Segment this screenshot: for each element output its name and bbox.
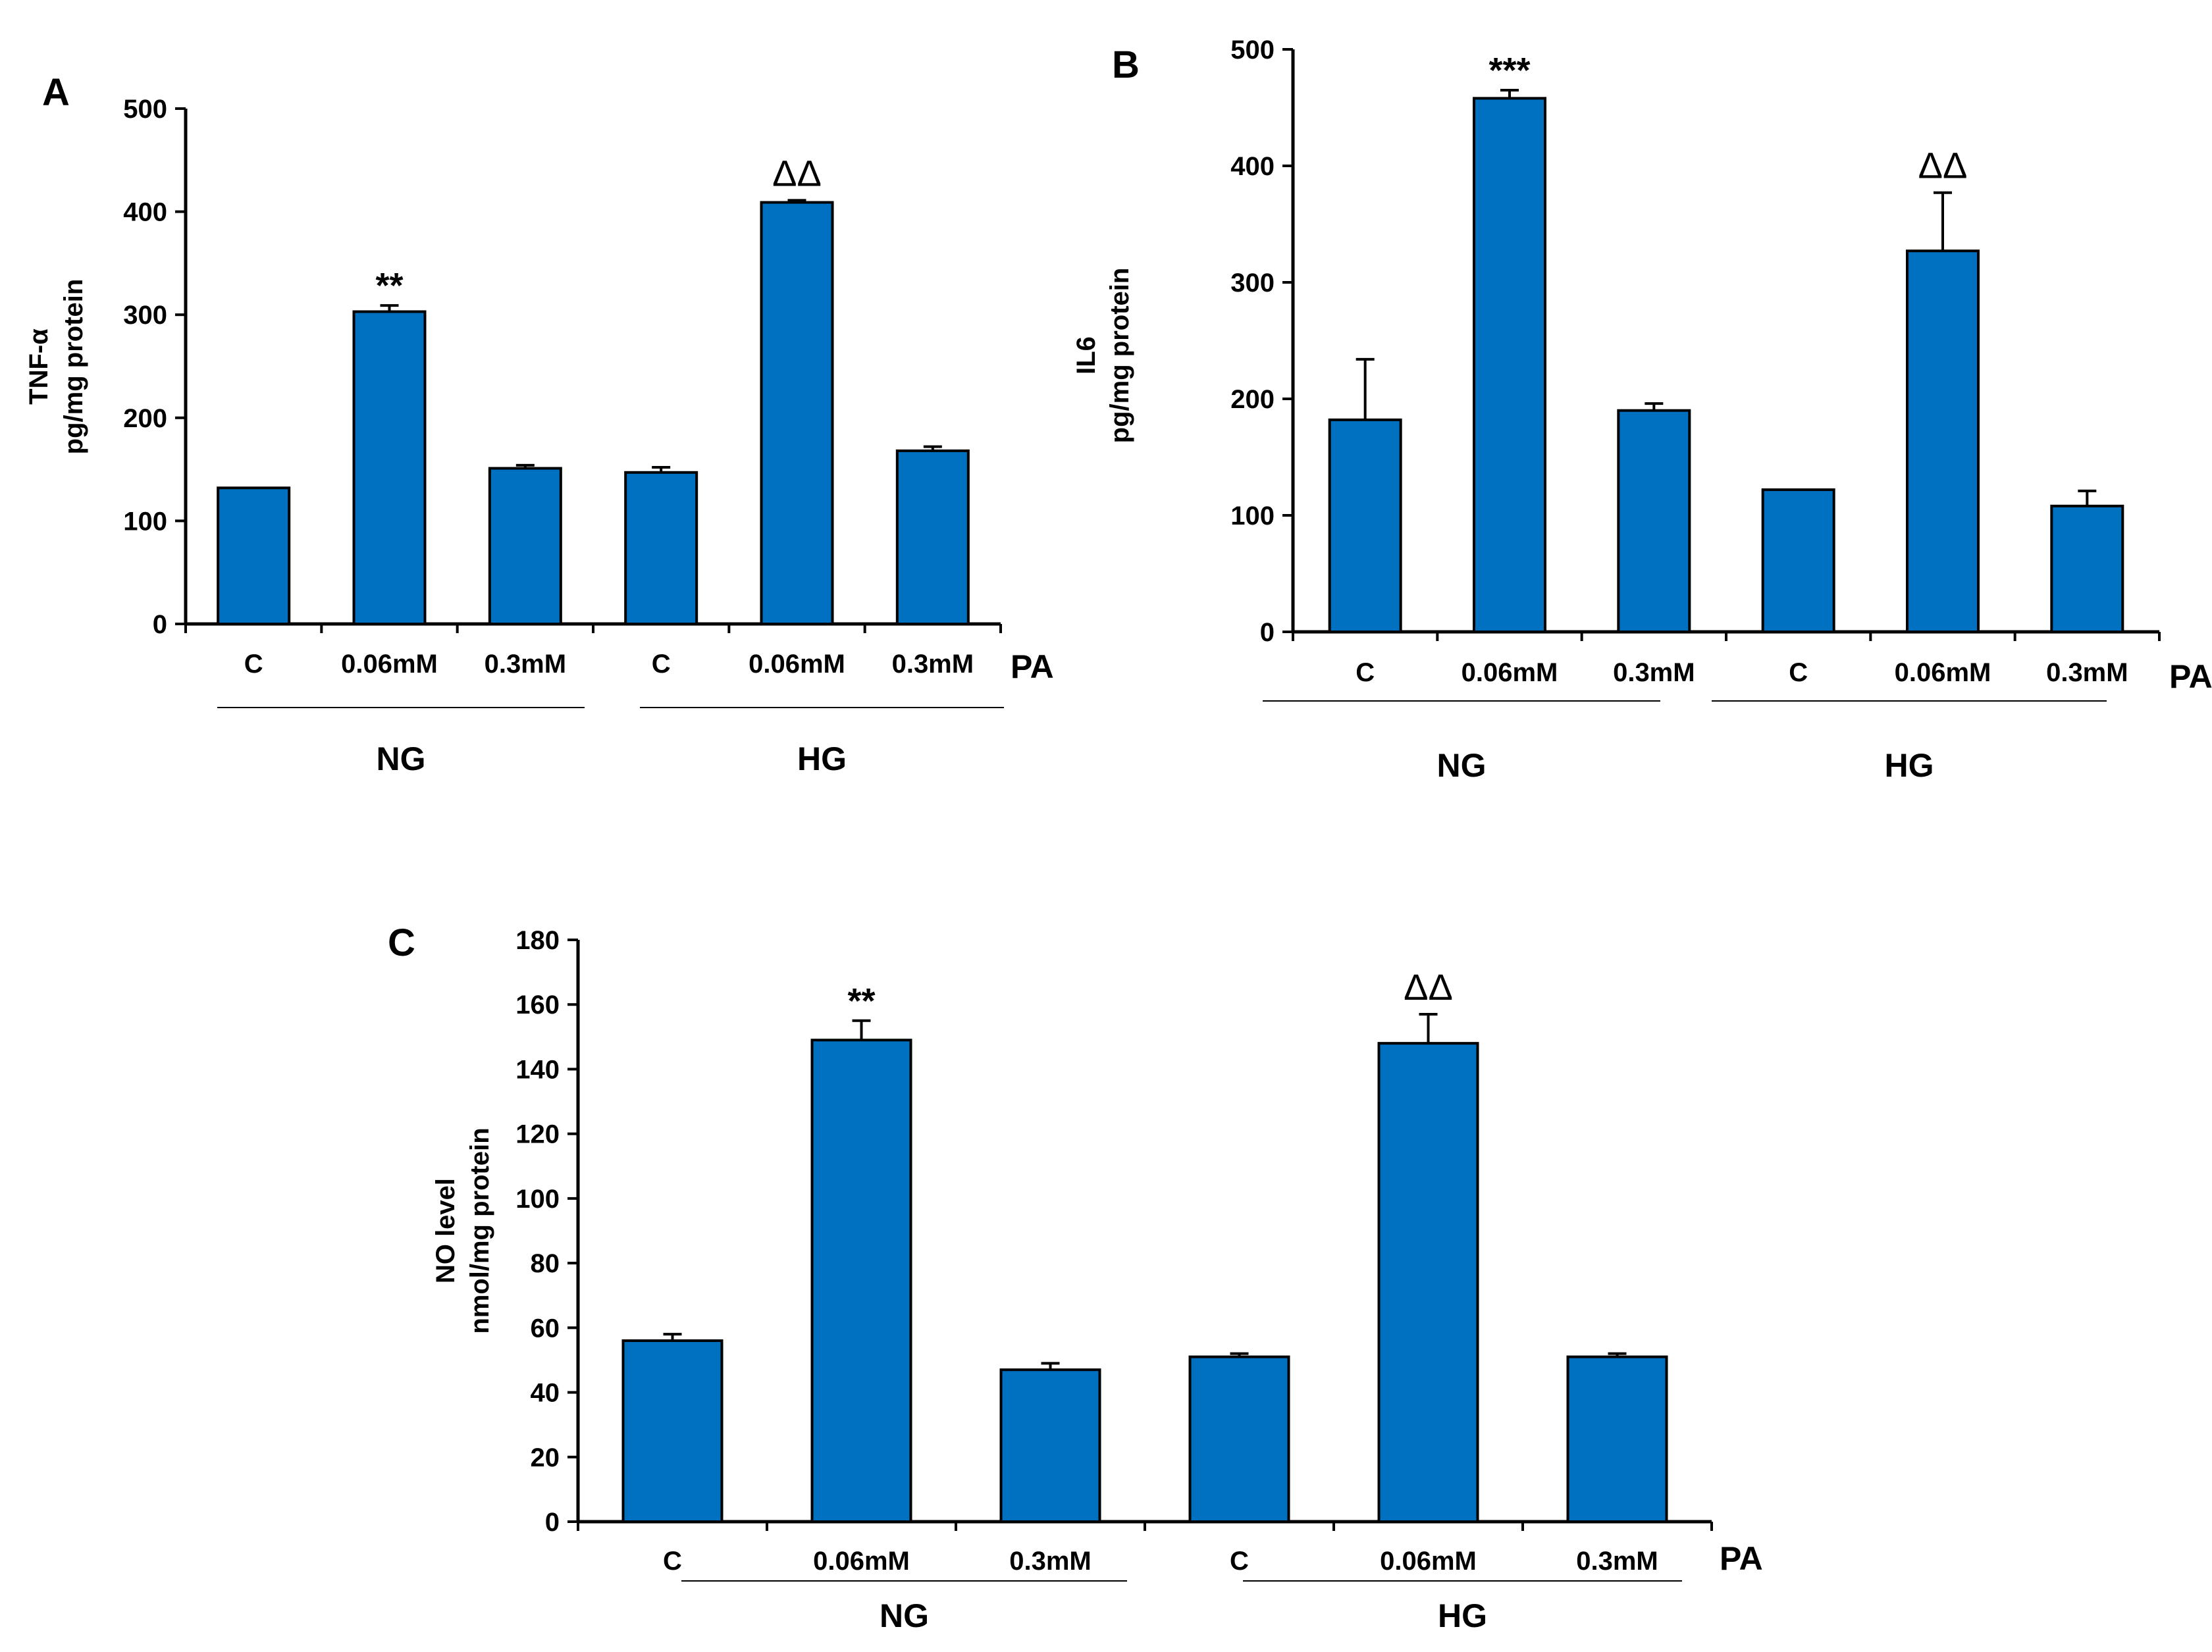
bar [1377, 1042, 1479, 1523]
y-tick-label: 400 [1230, 152, 1275, 181]
y-tick-label: 140 [515, 1055, 560, 1084]
significance-annotation: ΔΔ [772, 152, 822, 194]
y-tick-label: 400 [123, 198, 167, 227]
bar [352, 310, 427, 625]
chart-panel-a: A TNF-α pg/mg protein 0 100 200 300 400 500 C ** 0.… [24, 71, 1054, 777]
category-label: 0.06mM [1462, 658, 1558, 687]
bar [1761, 488, 1835, 633]
y-axis-label: IL6 [1072, 336, 1101, 374]
bar [624, 471, 698, 625]
category-label: 0.3mM [892, 650, 974, 679]
category-label: C [663, 1547, 682, 1576]
group-label: NG [377, 740, 426, 777]
bar [1906, 249, 1980, 633]
bar [760, 201, 834, 626]
bar [1617, 409, 1691, 633]
chart-panel-b: B IL6 pg/mg protein 0 100 200 300 400 500 C *** 0.0… [1072, 36, 2212, 784]
category-label: 0.06mM [1895, 658, 1991, 687]
bar [810, 1039, 912, 1523]
bar [1566, 1355, 1668, 1524]
category-label: C [244, 650, 263, 679]
factor-label: PA [2169, 658, 2212, 695]
bar [1328, 418, 1402, 633]
y-tick-label: 180 [515, 926, 560, 955]
y-tick-label: 200 [1230, 385, 1275, 414]
significance-annotation: ΔΔ [1404, 966, 1453, 1008]
category-label: C [1789, 658, 1808, 687]
panel-label: A [42, 71, 70, 114]
category-label: 0.06mM [341, 650, 438, 679]
y-axis-label: TNF-α [24, 328, 53, 405]
y-tick-label: 120 [515, 1120, 560, 1149]
bar [999, 1368, 1101, 1523]
category-label: C [652, 650, 671, 679]
bar [217, 486, 291, 626]
category-label: C [1356, 658, 1375, 687]
y-axis-label-units: nmol/mg protein [465, 1127, 494, 1333]
y-tick-label: 0 [1260, 618, 1275, 647]
y-tick-label: 100 [515, 1185, 560, 1214]
y-tick-label: 300 [1230, 269, 1275, 297]
bar [1188, 1355, 1290, 1524]
bar [621, 1339, 724, 1523]
category-label: 0.3mM [1613, 658, 1695, 687]
y-tick-label: 200 [123, 404, 167, 433]
significance-annotation: ΔΔ [1918, 145, 1968, 186]
factor-label: PA [1011, 648, 1054, 685]
y-tick-label: 80 [531, 1249, 560, 1278]
y-tick-label: 500 [123, 95, 167, 124]
category-label: 0.06mM [1380, 1547, 1477, 1576]
y-axis-label-units: pg/mg protein [59, 279, 88, 455]
significance-annotation: *** [1488, 51, 1530, 90]
category-label: 0.3mM [1576, 1547, 1658, 1576]
group-label: NG [880, 1597, 929, 1634]
y-axis-label-units: pg/mg protein [1105, 268, 1134, 444]
category-label: 0.3mM [485, 650, 567, 679]
category-label: 0.06mM [749, 650, 845, 679]
y-tick-label: 20 [531, 1443, 560, 1472]
category-label: 0.3mM [1009, 1547, 1092, 1576]
y-tick-label: 100 [123, 507, 167, 536]
bar [2050, 504, 2124, 634]
category-label: 0.3mM [2046, 658, 2128, 687]
significance-annotation: ** [847, 981, 875, 1021]
bar [1473, 97, 1546, 633]
panel-label: C [388, 921, 415, 964]
significance-annotation: ** [375, 266, 403, 305]
group-label: NG [1437, 747, 1487, 784]
chart-panel-c: C NO level nmol/mg protein 0 20 40 60 80 100 120 1… [388, 921, 1763, 1634]
y-tick-label: 0 [153, 610, 167, 639]
bar [488, 467, 562, 625]
group-label: HG [1885, 747, 1934, 784]
y-tick-label: 300 [123, 301, 167, 330]
bar [895, 449, 970, 625]
y-tick-label: 500 [1230, 36, 1275, 65]
y-tick-label: 60 [531, 1314, 560, 1343]
group-label: HG [1438, 1597, 1487, 1634]
y-tick-label: 0 [545, 1508, 560, 1537]
y-tick-label: 160 [515, 991, 560, 1020]
y-axis-label: NO level [431, 1178, 460, 1283]
group-label: HG [797, 740, 847, 777]
y-tick-label: 100 [1230, 502, 1275, 530]
category-label: C [1230, 1547, 1249, 1576]
factor-label: PA [1720, 1540, 1763, 1577]
category-label: 0.06mM [813, 1547, 910, 1576]
panel-label: B [1112, 43, 1140, 86]
y-tick-label: 40 [531, 1379, 560, 1408]
